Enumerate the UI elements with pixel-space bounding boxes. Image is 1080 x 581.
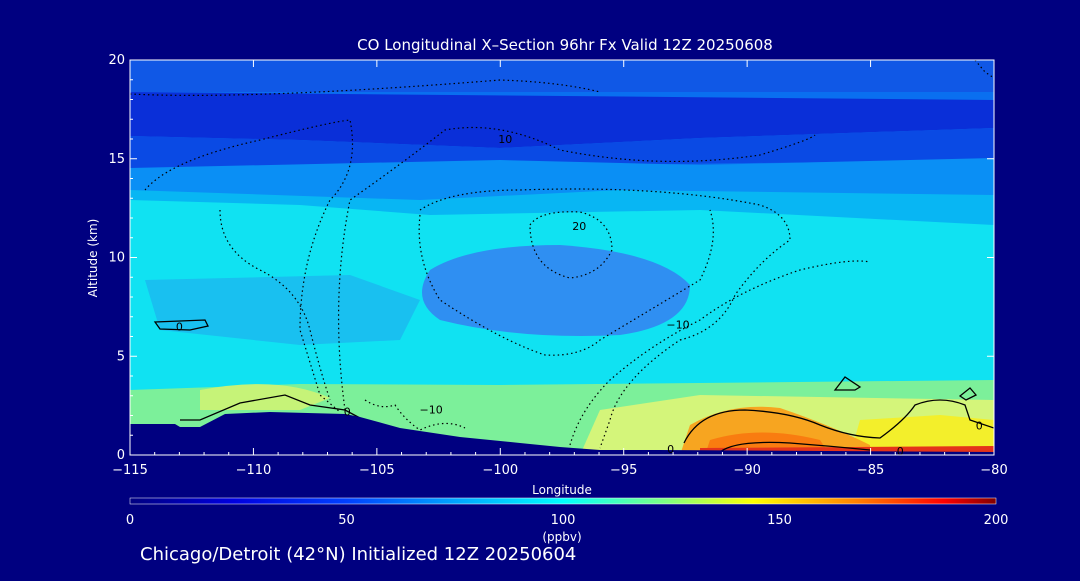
x-axis-label: Longitude <box>532 483 592 497</box>
contour-zero-east <box>683 399 994 444</box>
contour-dotted-outer <box>144 119 354 413</box>
colorbar-tick-label: 0 <box>126 513 134 528</box>
field-dark-band <box>130 92 994 148</box>
chart-title: CO Longitudinal X–Section 96hr Fx Valid … <box>357 36 773 54</box>
contour-zero-blob2 <box>958 387 978 401</box>
y-tick-label: 0 <box>117 448 125 463</box>
x-tick-label: −115 <box>112 463 148 478</box>
y-tick-label: 15 <box>108 152 125 167</box>
contour-label: 0 <box>976 419 983 432</box>
field-blue-west <box>145 275 420 345</box>
contour-label: 10 <box>498 133 512 146</box>
plot-area <box>130 60 994 455</box>
contour-label: 0 <box>176 321 183 334</box>
footer-caption: Chicago/Detroit (42°N) Initialized 12Z 2… <box>140 544 576 565</box>
contour-zero-west-small <box>153 319 209 331</box>
colorbar-tick-label: 100 <box>551 513 576 528</box>
field-yellow-east <box>850 415 994 455</box>
y-axis-label: Altitude (km) <box>86 219 100 298</box>
x-tick-label: −105 <box>359 463 395 478</box>
contour-dotted-10 <box>338 126 816 411</box>
field-blue-core <box>422 245 690 336</box>
x-tick-label: −100 <box>482 463 518 478</box>
field-top-band <box>130 60 994 92</box>
terrain-mask <box>130 412 994 455</box>
field-midblue-band <box>130 128 994 170</box>
y-tick-label: 20 <box>108 53 125 68</box>
contour-label: 0 <box>897 445 904 458</box>
contour-label: −10 <box>420 404 443 417</box>
contour-dotted-west-low <box>219 209 331 401</box>
contour-dotted-east-low <box>569 260 871 446</box>
x-tick-label: −110 <box>236 463 272 478</box>
x-axis: −115 −110 −105 −100 −95 −90 −85 −80 <box>112 60 1008 478</box>
contour-labels: 10 20 −10 −10 0 0 0 0 0 <box>176 133 983 458</box>
contour-dotted-top <box>130 60 994 96</box>
y-tick-label: 10 <box>108 251 125 266</box>
contour-dotted-minus10-inner <box>418 209 714 356</box>
colorbar-ticks: 0 50 100 150 200 <box>126 513 1009 528</box>
y-axis: 0 5 10 15 20 <box>108 53 994 463</box>
x-tick-label: −90 <box>733 463 760 478</box>
colorbar-tick-label: 150 <box>767 513 792 528</box>
contour-zero-blob1 <box>833 376 862 391</box>
contour-label: 0 <box>667 443 674 456</box>
contour-zero-inner <box>719 441 871 453</box>
colorbar-unit: (ppbv) <box>542 530 581 544</box>
colorbar <box>129 497 997 505</box>
colorbar-tick-label: 200 <box>984 513 1009 528</box>
contour-label: −10 <box>666 319 689 332</box>
x-tick-label: −85 <box>857 463 884 478</box>
x-tick-label: −80 <box>980 463 1007 478</box>
x-tick-label: −95 <box>610 463 637 478</box>
field-yellow-west <box>200 384 330 410</box>
contour-label: 0 <box>344 406 351 419</box>
contour-label: 20 <box>572 220 586 233</box>
y-tick-label: 5 <box>117 349 125 364</box>
colorbar-tick-label: 50 <box>338 513 355 528</box>
